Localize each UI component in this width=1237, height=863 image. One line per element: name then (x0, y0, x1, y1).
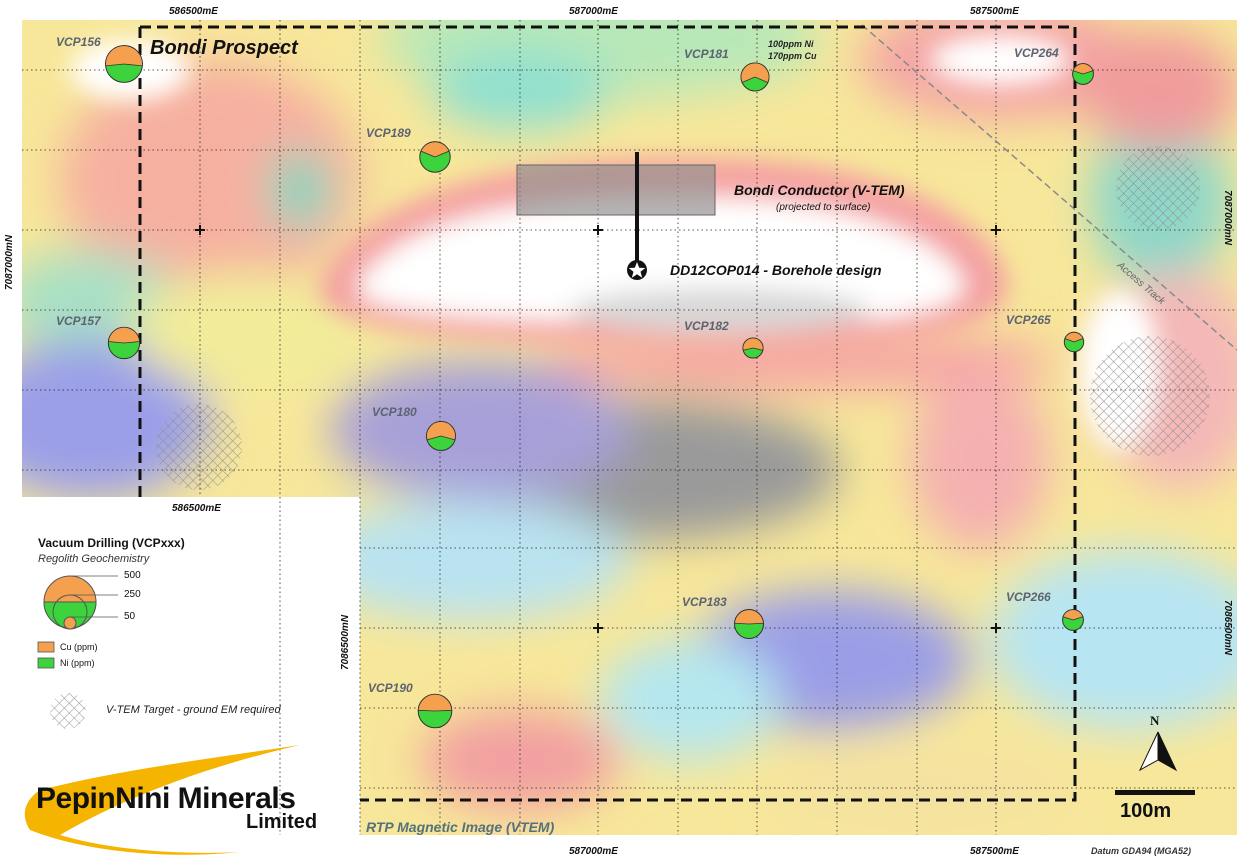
hole-label-vcp181: VCP181 (684, 47, 729, 61)
access-track-line (861, 24, 1237, 351)
coord-right-n2: 7086500mN (1222, 600, 1233, 656)
hole-label-vcp264: VCP264 (1014, 46, 1059, 60)
legend-scale-250: 250 (124, 589, 141, 600)
drillhole-cu-wedge (420, 141, 450, 158)
hole-label-vcp156: VCP156 (56, 35, 101, 49)
drillhole-vcp189 (419, 141, 451, 173)
drillhole-cu-wedge (1062, 609, 1084, 621)
prospect-title: Bondi Prospect (150, 37, 298, 59)
vtem-target-2 (1090, 336, 1210, 456)
logo-swoosh (24, 745, 300, 855)
star-icon (628, 262, 646, 278)
legend-scale-500: 500 (124, 570, 141, 581)
legend-target-label: V-TEM Target - ground EM required (106, 704, 281, 716)
conductor-plate (516, 164, 716, 216)
drillhole-vcp190 (417, 693, 453, 729)
grid-lines (22, 20, 1237, 835)
drillhole-cu-wedge (426, 421, 456, 441)
hole-label-vcp183: VCP183 (682, 595, 727, 609)
legend-title: Vacuum Drilling (VCPxxx) (38, 536, 185, 550)
drillhole-vcp264 (1072, 63, 1094, 85)
hole-label-vcp180: VCP180 (372, 405, 417, 419)
drillhole-cu-wedge (417, 693, 453, 712)
legend-scale-50: 50 (124, 611, 136, 622)
drillhole-cu-wedge (105, 45, 143, 67)
north-arrow-icon (1138, 731, 1178, 772)
legend-subtitle: Regolith Geochemistry (38, 553, 150, 565)
cu-swatch (37, 641, 55, 653)
hole-label-vcp157: VCP157 (56, 314, 101, 328)
borehole-label: DD12COP014 - Borehole design (670, 262, 882, 278)
image-caption: RTP Magnetic Image (VTEM) (366, 819, 555, 835)
drillhole-cu-wedge (740, 62, 770, 84)
drillhole-vcp183 (734, 609, 764, 639)
hole-label-vcp189: VCP189 (366, 126, 411, 140)
drillhole-vcp265 (1063, 331, 1085, 353)
drillhole-vcp180 (426, 421, 456, 451)
coord-bottom-right-e: 587500mE (970, 846, 1019, 857)
drillhole-vcp157 (107, 326, 141, 360)
coord-top-right-e: 587500mE (970, 6, 1019, 17)
scale-bar (1115, 790, 1195, 795)
drillhole-vcp181 (740, 62, 770, 92)
hole-label-vcp182: VCP182 (684, 319, 729, 333)
coord-bottom-mid-e: 587000mE (569, 846, 618, 857)
conductor-sublabel: (projected to surface) (776, 202, 871, 213)
coord-inner-n: 7086500mN (340, 614, 351, 670)
conductor-label: Bondi Conductor (V-TEM) (734, 182, 905, 198)
north-label: N (1150, 713, 1160, 728)
drillhole-cu-wedge (1072, 63, 1094, 75)
drillhole-cu-wedge (1064, 331, 1084, 343)
legend-scale-circles (43, 575, 118, 630)
grid-crosses (195, 225, 1001, 633)
coord-right-n: 7087000mN (1222, 190, 1233, 246)
vtem-target-1 (1116, 146, 1200, 230)
coord-top-left-e: 586500mE (169, 6, 218, 17)
drillhole-cu-wedge (107, 326, 141, 344)
hole-label-vcp265: VCP265 (1006, 313, 1051, 327)
hole-label-vcp190: VCP190 (368, 681, 413, 695)
datum-label: Datum GDA94 (MGA52) (1091, 846, 1192, 856)
drillhole-cu-wedge (734, 609, 764, 625)
coord-left-n: 7087000mN (4, 234, 15, 290)
logo-sub: Limited (246, 811, 318, 833)
anomaly-note-ni: 100ppm Ni (768, 39, 814, 49)
hole-label-vcp266: VCP266 (1006, 590, 1051, 604)
coord-top-mid-e: 587000mE (569, 6, 618, 17)
drillhole-cu-wedge (742, 337, 764, 351)
anomaly-note-cu: 170ppm Cu (768, 51, 817, 61)
ni-swatch (37, 657, 55, 669)
legend-ni-label: Ni (ppm) (60, 658, 95, 668)
coord-inner-e: 586500mE (172, 503, 221, 514)
legend-cu-label: Cu (ppm) (60, 642, 98, 652)
prospect-boundary (138, 25, 1077, 802)
drillhole-vcp182 (742, 337, 764, 359)
scale-bar-label: 100m (1120, 800, 1172, 822)
drillhole-markers (105, 45, 1094, 729)
drillhole-vcp266 (1062, 609, 1084, 631)
vtem-target-3 (156, 404, 242, 490)
drillhole-vcp156 (105, 45, 143, 83)
vtem-target-legend-icon (50, 693, 86, 729)
logo-name: PepinNini Minerals (36, 782, 296, 815)
